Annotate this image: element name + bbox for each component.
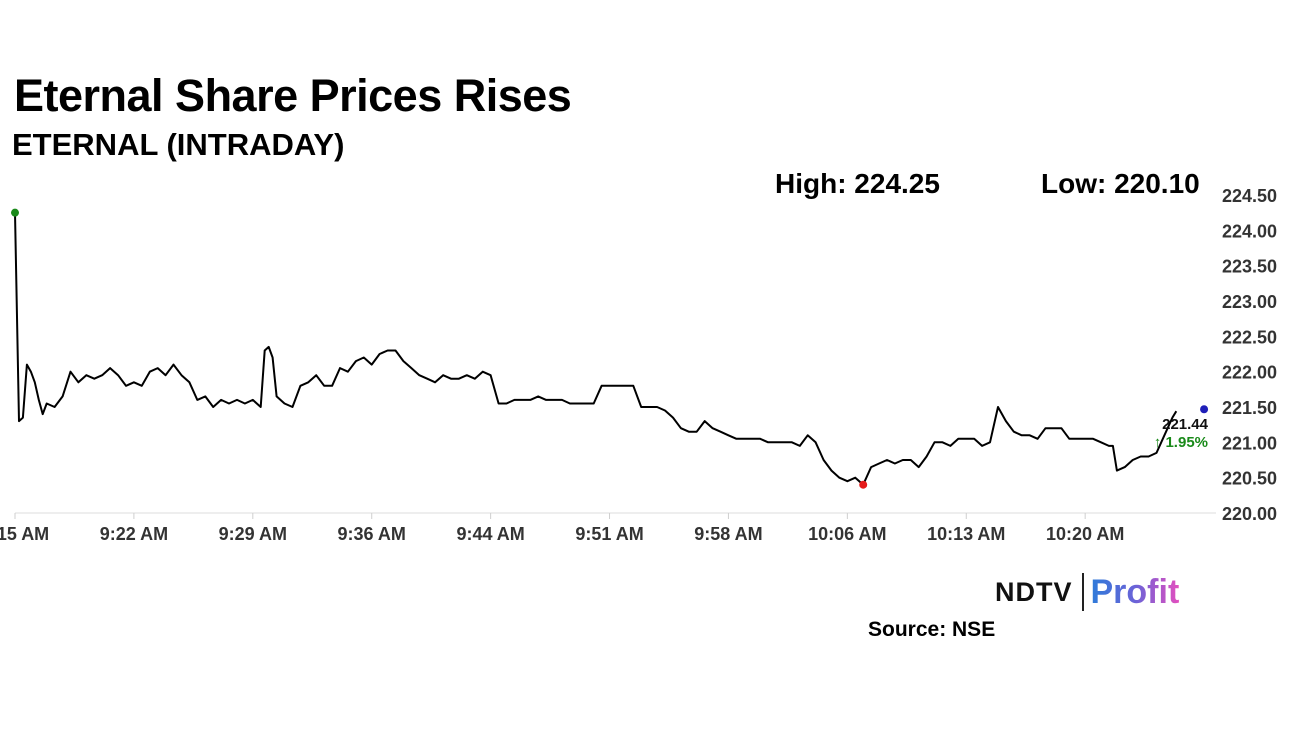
x-tick-label: 9:51 AM	[575, 524, 643, 544]
high-marker	[11, 208, 19, 217]
price-markers: 221.44↑ 1.95%	[11, 208, 1209, 489]
price-series	[14, 212, 1178, 486]
y-tick-label: 222.00	[1222, 363, 1277, 383]
x-tick-label: 10:06 AM	[808, 524, 886, 544]
ndtv-profit-logo: NDTV Profit	[995, 572, 1179, 612]
low-price-label: Low: 220.10	[1041, 168, 1200, 199]
profit-wordmark: Profit	[1090, 572, 1180, 611]
chart-subtitle: ETERNAL (INTRADAY)	[12, 127, 345, 162]
y-tick-label: 222.50	[1222, 327, 1277, 347]
last-price-marker	[1200, 405, 1209, 414]
y-tick-label: 223.00	[1222, 292, 1277, 312]
high-price-label: High: 224.25	[775, 168, 940, 199]
x-tick-label: 9:44 AM	[456, 524, 524, 544]
x-axis-ticks: 9:15 AM 9:22 AM 9:29 AM 9:36 AM 9:44 AM 9:51 …	[0, 513, 1124, 544]
x-tick-label: 9:22 AM	[100, 524, 168, 544]
y-axis-ticks: 220.00 220.50 221.00 221.50 222.00 222.50 223.…	[1222, 186, 1277, 524]
y-tick-label: 224.00	[1222, 221, 1277, 241]
chart-title: Eternal Share Prices Rises	[14, 70, 572, 121]
y-tick-label: 220.50	[1222, 469, 1277, 489]
x-tick-label: 9:58 AM	[694, 524, 762, 544]
x-tick-label: 9:29 AM	[219, 524, 287, 544]
logo-divider	[1081, 573, 1084, 611]
series-line-eternal	[14, 212, 1178, 486]
source-note: Source: NSE	[868, 618, 996, 641]
low-marker	[859, 480, 868, 489]
y-tick-label: 220.00	[1222, 504, 1277, 524]
ndtv-wordmark: NDTV	[995, 576, 1073, 607]
x-tick-label: 9:15 AM	[0, 524, 49, 544]
y-tick-label: 221.00	[1222, 433, 1277, 453]
x-tick-label: 10:13 AM	[927, 524, 1005, 544]
x-tick-label: 10:20 AM	[1046, 524, 1124, 544]
y-tick-label: 223.50	[1222, 257, 1277, 277]
y-tick-label: 224.50	[1222, 186, 1277, 206]
price-change-label: ↑ 1.95%	[1154, 434, 1208, 451]
x-tick-label: 9:36 AM	[338, 524, 406, 544]
y-tick-label: 221.50	[1222, 398, 1277, 418]
last-price-label: 221.44	[1162, 416, 1209, 433]
